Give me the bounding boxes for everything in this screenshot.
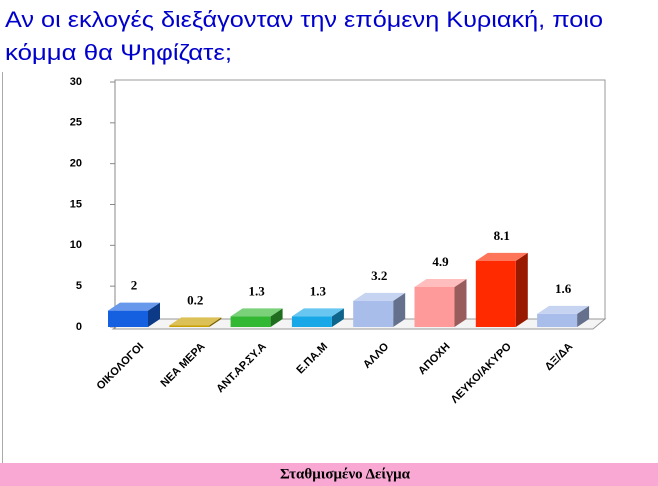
- x-tick-label: ΟΙΚΟΛΟΓΟΙ: [94, 341, 146, 393]
- bar-side: [331, 308, 344, 327]
- bar-top: [291, 308, 344, 317]
- y-tick-label: 10: [70, 239, 82, 251]
- bar-top: [414, 278, 467, 287]
- back-wall: [114, 79, 606, 327]
- bar-side: [270, 308, 283, 327]
- chart-title: Αν οι εκλογές διεξάγονταν την επόμενη Κυ…: [5, 7, 603, 32]
- bar-side: [148, 302, 160, 327]
- y-tick-label: 30: [70, 76, 82, 88]
- chart-title-line2: κόμμα θα Ψηφίζατε;: [5, 40, 232, 65]
- value-label: 1.3: [310, 283, 327, 298]
- bar: [537, 313, 578, 327]
- bar-side: [454, 278, 467, 327]
- bar-top: [353, 292, 406, 301]
- footer-text: Σταθμισμένο Δείγμα: [280, 466, 411, 482]
- x-tick-label: ΑΝΤ.ΑΡ.ΣΥ.Α: [214, 341, 269, 396]
- bar-side: [393, 292, 406, 327]
- bar-top: [230, 308, 283, 317]
- y-tick-label: 25: [70, 117, 82, 129]
- bar-side: [209, 317, 222, 327]
- footer-band: [0, 463, 658, 486]
- x-tick-label: ΝΕΑ ΜΕΡΑ: [159, 341, 208, 390]
- bar: [108, 310, 148, 327]
- value-label: 2: [131, 278, 138, 293]
- value-label: 0.2: [187, 292, 203, 307]
- bar-side: [577, 305, 590, 327]
- x-tick-label: ΛΕΥΚΟ/ΑΚΥΡΟ: [449, 340, 514, 405]
- value-label: 8.1: [494, 228, 510, 243]
- bar: [414, 286, 455, 327]
- value-label: 3.2: [371, 268, 387, 283]
- bar-top: [537, 305, 590, 314]
- bar: [169, 325, 210, 327]
- bar-top: [169, 317, 222, 326]
- value-label: 1.3: [248, 283, 265, 298]
- value-label: 1.6: [555, 281, 572, 296]
- bar: [475, 260, 516, 327]
- bar-top: [108, 302, 160, 311]
- x-tick-label: ΔΞ/ΔΑ: [543, 341, 575, 373]
- bar: [230, 316, 271, 327]
- bar: [353, 300, 394, 327]
- y-tick-label: 20: [70, 158, 82, 170]
- x-tick-label: Ε.ΠΑ.Μ: [294, 341, 330, 377]
- bar: [291, 316, 332, 327]
- y-tick-label: 0: [76, 321, 82, 333]
- value-label: 4.9: [432, 254, 449, 269]
- x-tick-label: ΑΛΛΟ: [361, 340, 392, 371]
- bar-top: [475, 252, 528, 261]
- y-tick-label: 5: [76, 280, 82, 292]
- y-tick-label: 15: [70, 198, 82, 210]
- x-tick-label: ΑΠΟΧΗ: [416, 341, 453, 378]
- bar-side: [515, 252, 528, 327]
